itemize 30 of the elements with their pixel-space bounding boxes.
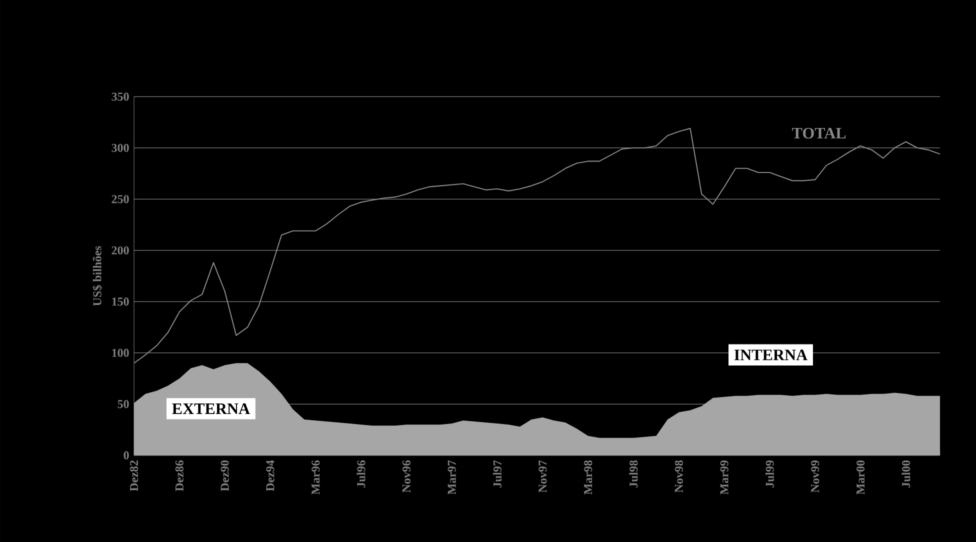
y-tick-label: 100 (112, 348, 129, 357)
series-label: EXTERNA (172, 403, 250, 414)
y-tick-label: 0 (124, 451, 129, 460)
x-tick-label: Jul98 (629, 460, 638, 488)
x-tick-label: Mar96 (312, 460, 320, 494)
x-tick-label: Dez94 (266, 460, 274, 492)
y-axis-title: US$ bilhões (92, 246, 102, 306)
x-tick-label: Nov96 (402, 460, 410, 492)
x-tick-label: Mar98 (584, 460, 592, 494)
x-tick-label: Mar00 (856, 460, 865, 494)
x-tick-label: Mar99 (720, 460, 728, 494)
x-tick-label: Mar97 (448, 460, 456, 494)
y-tick-label: 350 (112, 92, 129, 101)
x-tick-label: Jul00 (902, 460, 910, 488)
x-tick-label: Dez82 (130, 460, 138, 492)
x-tick-label: Jul96 (356, 460, 366, 488)
y-tick-label: 250 (112, 195, 129, 204)
x-tick-label: Nov97 (538, 460, 547, 492)
x-tick-label: Nov98 (674, 460, 683, 492)
y-tick-label: 300 (112, 144, 129, 152)
y-tick-label: 200 (112, 246, 129, 254)
annotation: INTERNA (734, 350, 808, 360)
y-tick-label: 50 (118, 400, 129, 408)
x-tick-label: Dez90 (220, 460, 229, 492)
series-label: TOTAL (792, 128, 846, 139)
x-tick-label: Nov99 (811, 460, 820, 492)
x-tick-label: Dez86 (175, 460, 184, 492)
y-tick-label: 150 (112, 298, 129, 306)
x-tick-label: Jul97 (493, 460, 502, 488)
x-tick-label: Jul99 (765, 460, 774, 488)
